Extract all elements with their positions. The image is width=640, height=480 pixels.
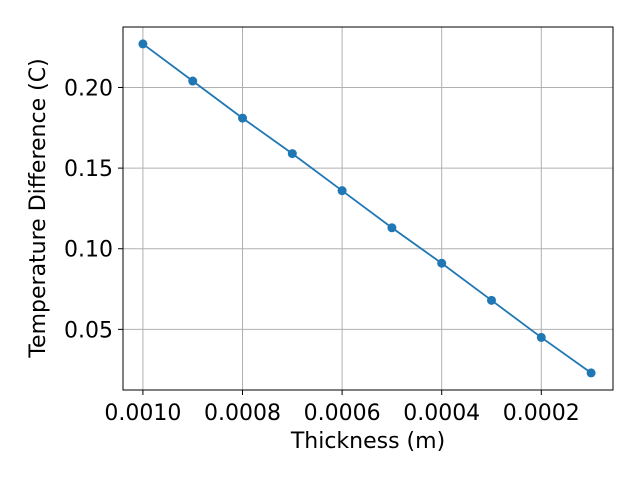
y-tick-label: 0.15 [64,157,113,182]
x-tick-label: 0.0004 [403,401,480,426]
data-point [586,368,596,378]
data-point [337,186,347,196]
y-tick-label: 0.05 [64,318,113,343]
series-line [142,43,592,374]
data-point [138,39,148,49]
x-tick-label: 0.0008 [204,401,281,426]
data-point [238,113,248,123]
data-points [138,39,596,378]
data-point [287,149,297,159]
x-axis-label: Thickness (m) [290,429,445,454]
y-axis-label: Temperature Difference (C) [26,58,51,358]
grid [123,27,613,390]
series-line-group [142,43,592,374]
plot-frame [122,26,614,391]
data-point [387,223,397,233]
x-tick-label: 0.0006 [304,401,381,426]
x-axis-ticks: 0.0010 0.0008 0.0006 0.0004 0.0002 [104,390,580,426]
x-tick-label: 0.0002 [503,401,580,426]
x-tick-label: 0.0010 [104,401,181,426]
data-point [188,76,198,86]
y-axis-ticks: 0.05 0.10 0.15 0.20 [64,76,123,343]
data-point [486,295,496,305]
data-point [437,258,447,268]
y-tick-label: 0.10 [64,238,113,263]
data-point [536,332,546,342]
y-tick-label: 0.20 [64,76,113,101]
